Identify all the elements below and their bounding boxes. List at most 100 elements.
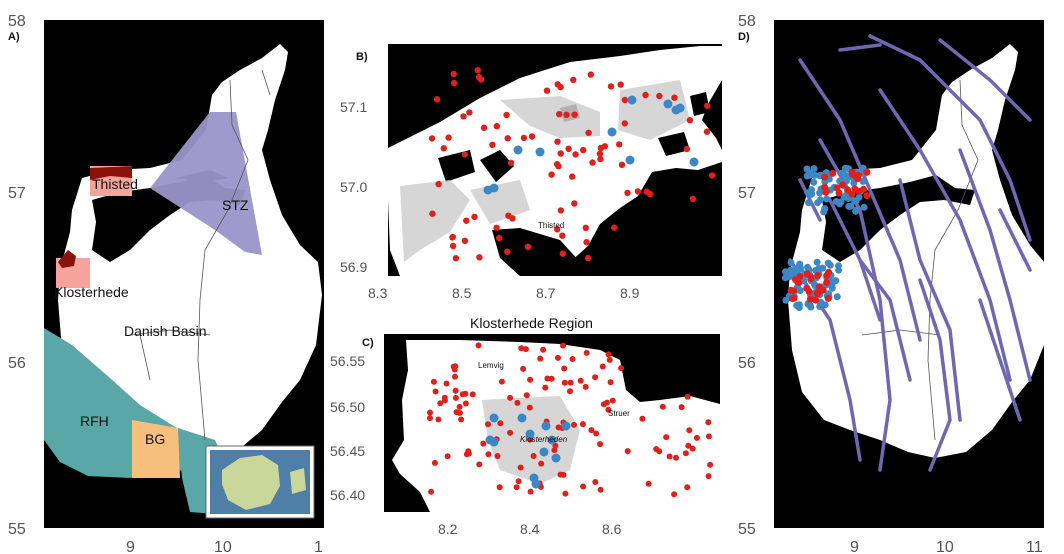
sample-point — [456, 403, 463, 410]
fault-line — [858, 258, 912, 382]
sample-point — [453, 409, 460, 416]
sample-point — [452, 255, 460, 262]
fault-line — [798, 58, 922, 342]
fault-line — [978, 298, 1022, 422]
sample-point — [562, 490, 569, 497]
x-tick-b-1: 8.5 — [452, 285, 472, 301]
y-tick-c-3: 56.40 — [330, 487, 365, 503]
panel-d: D) 58 57 56 55 9 10 11 — [738, 13, 1044, 554]
sample-point — [643, 188, 650, 195]
sample-point-blue — [807, 303, 815, 311]
sample-point — [567, 388, 573, 395]
sample-point — [427, 415, 433, 422]
panel-b-points — [428, 67, 716, 262]
sample-point — [515, 478, 522, 485]
panel-c-points — [427, 342, 714, 498]
sample-point — [469, 391, 476, 398]
sample-point — [444, 453, 451, 460]
sample-point — [493, 123, 500, 130]
sample-point — [435, 180, 442, 188]
sample-point — [689, 195, 697, 202]
sample-point — [790, 294, 798, 302]
sample-point — [686, 117, 694, 124]
panel-d-roads — [861, 79, 979, 441]
sample-point — [556, 111, 563, 118]
rfh-label: RFH — [80, 413, 109, 429]
panel-a-letter: A) — [8, 31, 20, 43]
klosterhede-label: Klosterhede — [54, 284, 129, 300]
sample-point — [597, 486, 604, 493]
fault-line — [898, 178, 962, 422]
panel-c-letter: C) — [362, 337, 374, 349]
inset-map — [205, 445, 315, 519]
x-tick-b-2: 8.7 — [536, 285, 556, 301]
sample-point — [559, 232, 566, 239]
sample-point — [537, 355, 544, 362]
sample-point — [551, 447, 558, 454]
x-tick-c-1: 8.4 — [520, 521, 540, 537]
sample-point — [450, 363, 457, 370]
sample-point — [571, 421, 577, 428]
panel-d-letter: D) — [738, 31, 750, 43]
sample-point — [684, 484, 691, 491]
sample-point — [518, 345, 525, 352]
panel-c-x-ticks: 8.2 8.4 8.6 — [438, 521, 622, 537]
sample-point-blue — [852, 197, 860, 205]
panel-d-y-ticks: 58 57 56 55 — [738, 13, 756, 538]
sample-point — [522, 346, 529, 353]
sample-point — [437, 400, 444, 407]
panel-c-y-ticks: 56.55 56.50 56.45 56.40 — [330, 353, 365, 503]
fault-line — [828, 198, 882, 322]
sample-point — [449, 234, 456, 241]
sample-point — [523, 392, 530, 399]
sample-point — [607, 83, 615, 90]
sample-point — [848, 190, 856, 198]
rfh-zone — [44, 328, 256, 478]
sample-point — [429, 210, 436, 217]
panel-c-title: Klosterhede Region — [470, 315, 593, 331]
sample-point — [601, 143, 609, 150]
sample-point — [787, 286, 795, 294]
sample-point — [592, 479, 599, 485]
b-lake-1 — [438, 150, 475, 182]
sample-point-blue — [787, 259, 795, 267]
sample-point — [569, 173, 576, 180]
sample-point-blue — [860, 203, 868, 211]
sample-point — [653, 446, 660, 452]
sample-point-blue — [852, 206, 860, 214]
sample-point — [855, 187, 863, 195]
sample-point — [621, 120, 628, 127]
sample-point-blue — [539, 447, 549, 457]
sample-point-blue — [782, 268, 789, 276]
sample-point — [432, 388, 439, 395]
sample-point — [693, 434, 700, 441]
sample-point — [813, 290, 821, 298]
sample-point — [552, 442, 559, 449]
sample-point-blue — [810, 178, 818, 186]
sample-point-blue — [561, 421, 571, 431]
y-tick-a-2: 56 — [8, 355, 26, 372]
panel-c: Klosterhede Region C) Lemvig Struer Klos… — [330, 315, 720, 537]
sample-point — [617, 81, 624, 88]
sample-point — [559, 250, 567, 257]
sample-point — [555, 424, 562, 431]
sample-point-blue — [551, 453, 561, 463]
fault-line — [838, 43, 882, 52]
sample-point-blue — [795, 304, 803, 311]
sample-point-blue — [525, 429, 535, 439]
sample-point — [554, 81, 561, 88]
sample-point — [504, 248, 511, 255]
bg-zone — [132, 420, 180, 478]
sample-point — [639, 415, 646, 422]
sample-point — [427, 409, 433, 416]
y-tick-c-2: 56.45 — [330, 443, 365, 459]
sample-point-blue — [541, 421, 551, 431]
sample-point — [433, 96, 441, 103]
panel-b: B) Thisted 57.1 57.0 56.9 8.3 8.5 8.7 8.… — [340, 44, 722, 301]
y-tick-b-1: 57.0 — [340, 179, 367, 195]
sample-point — [605, 406, 612, 413]
sample-point — [599, 363, 606, 370]
sample-point — [493, 224, 500, 231]
x-tick-a-0: 9 — [126, 539, 135, 554]
sample-point — [616, 141, 623, 148]
